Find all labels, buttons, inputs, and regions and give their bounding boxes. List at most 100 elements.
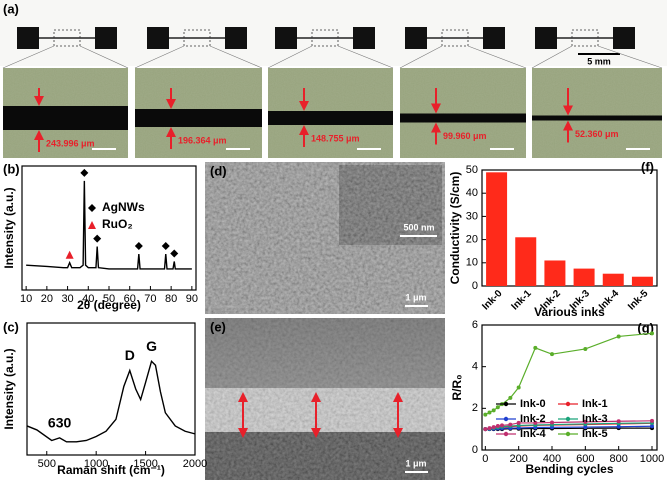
- electrode-pad: [147, 27, 169, 49]
- x-tick-label: 0: [482, 453, 488, 465]
- legend-label: Ink-0: [520, 398, 546, 410]
- data-point: [491, 425, 496, 430]
- peak-marker: [93, 234, 102, 243]
- data-point: [650, 418, 654, 423]
- legend-marker: [503, 401, 509, 407]
- data-point: [516, 385, 521, 390]
- zoom-line: [267, 45, 313, 69]
- x-tick-label: 50: [103, 293, 115, 305]
- x-tick-label: 200: [509, 453, 527, 465]
- zoom-box: [571, 29, 599, 47]
- printed-line: [268, 111, 393, 125]
- x-tick-label: 400: [543, 453, 561, 465]
- scale-label: 1 μm: [405, 458, 426, 468]
- x-tick-label: 70: [144, 293, 156, 305]
- printed-line: [532, 115, 662, 121]
- data-point: [483, 427, 488, 432]
- x-tick-label: Ink-4: [597, 288, 622, 313]
- legend-marker: [565, 431, 571, 437]
- x-axis-label: 2θ (degree): [77, 298, 141, 312]
- plot-frame: [26, 322, 196, 456]
- x-tick-label: 800: [609, 453, 627, 465]
- x-tick-label: 2000: [183, 458, 207, 470]
- scale-label: 5 mm: [587, 56, 611, 66]
- data-point: [487, 426, 492, 431]
- y-axis-label: R/R₀: [450, 374, 464, 400]
- width-label: 196.364 μm: [178, 135, 227, 145]
- y-tick-label: 6: [472, 319, 478, 331]
- legend-label: Ink-3: [582, 413, 608, 425]
- x-tick-label: 30: [61, 293, 73, 305]
- panel-label: (a): [3, 1, 19, 16]
- width-label: 148.755 μm: [311, 133, 360, 143]
- data-point: [616, 419, 621, 424]
- data-point: [491, 408, 496, 413]
- electrode-pad: [225, 27, 247, 49]
- y-tick-label: 10: [466, 257, 478, 269]
- y-tick-label: 4: [472, 361, 478, 373]
- data-point: [495, 405, 500, 410]
- electrode-pad: [275, 27, 297, 49]
- x-tick-label: 1000: [84, 458, 108, 470]
- zoom-line: [597, 45, 663, 69]
- x-tick-label: 500: [38, 458, 56, 470]
- x-axis-label: Raman shift (cm⁻¹): [57, 463, 165, 477]
- zoom-box: [311, 29, 339, 47]
- zoom-line: [467, 45, 527, 69]
- legend-label: Ink-4: [520, 428, 547, 440]
- data-point: [483, 412, 488, 417]
- legend-label: Ink-5: [582, 428, 608, 440]
- bar: [631, 276, 653, 286]
- data-point: [533, 420, 538, 425]
- scale-label: 500 nm: [403, 222, 434, 232]
- chart: (f) Various inks Conductivity (S/cm) 0 10 20 3…: [448, 159, 658, 319]
- y-tick-label: 50: [466, 164, 478, 176]
- legend-marker: [88, 204, 96, 212]
- data-point: [583, 425, 588, 430]
- legend-label: AgNWs: [102, 200, 145, 214]
- electrode-pad: [353, 27, 375, 49]
- zoom-line: [399, 45, 443, 69]
- annotation: G: [146, 338, 157, 354]
- y-axis-label: Intensity (a.u.): [2, 348, 16, 429]
- panel-d: 500 nm 1 μm (d): [205, 162, 445, 314]
- y-tick-label: 30: [466, 210, 478, 222]
- electrode-pad: [95, 27, 117, 49]
- x-tick-label: 90: [186, 293, 198, 305]
- micrograph-grain: [532, 68, 662, 158]
- panel-label: (b): [3, 161, 20, 176]
- y-tick-label: 2: [472, 402, 478, 414]
- zoom-line: [337, 45, 394, 69]
- chart: (c) Raman shift (cm⁻¹) Intensity (a.u.) 500…: [2, 319, 207, 477]
- panel-label: (e): [210, 319, 226, 334]
- chart: (g) Bending cycles R/R₀ 0 2 4 6 0 200 400 600 800 10…: [450, 319, 664, 476]
- x-tick-label: 10: [20, 293, 32, 305]
- bar: [544, 260, 566, 286]
- zoom-box: [183, 29, 211, 47]
- data-point: [616, 424, 621, 429]
- data-point: [495, 424, 500, 429]
- width-label: 52.360 μm: [575, 129, 619, 139]
- annotation: D: [125, 347, 135, 363]
- chart: (b) 2θ (degree) Intensity (a.u.) 10 20 30 40 50…: [2, 161, 198, 312]
- peak-marker: [65, 250, 74, 259]
- panel-label: (f): [641, 159, 654, 174]
- x-axis-label: Various inks: [534, 305, 605, 319]
- zoom-line: [531, 45, 573, 69]
- data-point: [487, 410, 492, 415]
- inset-tint: [339, 165, 442, 245]
- data-point: [650, 331, 654, 336]
- x-tick-label: Ink-5: [626, 288, 651, 313]
- printed-line: [400, 113, 526, 123]
- legend-label: RuO₂: [102, 217, 133, 231]
- data-point: [508, 422, 513, 427]
- electrode-pad: [535, 27, 557, 49]
- legend-marker: [565, 401, 571, 407]
- width-label: 99.960 μm: [443, 131, 487, 141]
- y-axis-label: Intensity (a.u.): [2, 187, 16, 268]
- data-point: [583, 346, 588, 351]
- zoom-line: [209, 45, 263, 69]
- width-label: 243.996 μm: [46, 138, 95, 148]
- annotation: 630: [48, 415, 72, 431]
